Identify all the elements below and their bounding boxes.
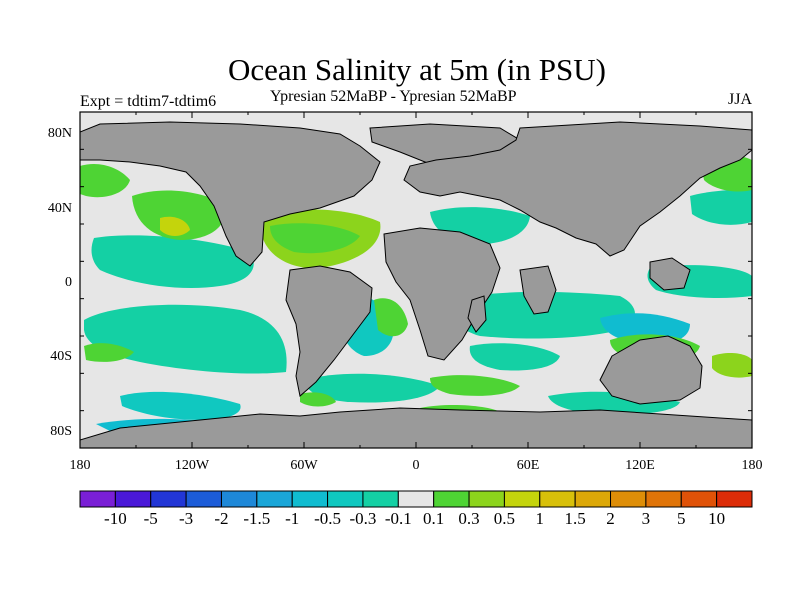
colorbar-swatch	[256, 490, 293, 508]
map-title: Ocean Salinity at 5m (in PSU)	[228, 52, 606, 87]
anomaly-patch	[469, 343, 560, 371]
colorbar-swatch	[397, 490, 435, 508]
madagascar	[467, 295, 487, 333]
colorbar-label: -2	[214, 509, 228, 528]
anomaly-patch	[374, 298, 408, 337]
period-label: Ypresian 52MaBP - Ypresian 52MaBP	[270, 88, 517, 105]
lat-tick-label: 40N	[48, 201, 72, 216]
colorbar-label: 3	[642, 509, 651, 528]
axis-ticks	[79, 111, 753, 449]
lon-tick-label: 60E	[517, 458, 540, 473]
lon-tick-label: 60W	[290, 458, 318, 473]
lat-tick-label: 80S	[50, 424, 72, 439]
colorbar-label: -0.3	[349, 509, 376, 528]
anomaly-patch	[430, 375, 520, 396]
lat-tick-label: 80N	[48, 126, 72, 141]
anomaly-patch	[84, 343, 134, 362]
colorbar-label: 5	[677, 509, 686, 528]
anomaly-patch	[80, 163, 130, 198]
colorbar-swatch	[716, 490, 753, 508]
anomaly-patch	[304, 373, 440, 403]
anomaly-patch	[132, 190, 226, 240]
colorbar-swatch	[150, 490, 187, 508]
colorbar-label: -0.1	[385, 509, 412, 528]
africa	[383, 227, 501, 361]
colorbar-swatch	[645, 490, 682, 508]
lon-tick-label: 120E	[625, 458, 655, 473]
colorbar-label: -1.5	[243, 509, 270, 528]
anomaly-patch	[120, 391, 241, 420]
lon-tick-label: 120W	[175, 458, 210, 473]
colorbar-label: -10	[104, 509, 127, 528]
colorbar-swatch	[220, 490, 258, 508]
australia	[599, 335, 703, 405]
colorbar-swatch	[327, 490, 364, 508]
south-america	[285, 265, 373, 397]
lat-tick-label: 0	[65, 275, 72, 290]
season-label: JJA	[727, 91, 752, 108]
colorbar-swatch	[362, 490, 399, 508]
colorbar-swatch	[610, 490, 647, 508]
land-masses	[80, 121, 752, 448]
lat-tick-label: 40S	[50, 349, 72, 364]
colorbar-labels: -10 -5 -3 -2 -1.5 -1 -0.5 -0.3 -0.1 0.1 0.3 0.5 1 1.5…	[104, 509, 725, 528]
lon-tick-label: 180	[70, 458, 91, 473]
colorbar-label: 0.5	[494, 509, 515, 528]
colorbar-label: 10	[708, 509, 725, 528]
colorbar-label: -5	[144, 509, 158, 528]
colorbar-label: 0.3	[458, 509, 479, 528]
colorbar-swatch	[539, 490, 576, 508]
colorbar-swatch	[574, 490, 612, 508]
anomaly-patch	[160, 216, 190, 236]
anomaly-patch	[84, 304, 287, 374]
colorbar-label: -1	[285, 509, 299, 528]
india	[519, 265, 557, 315]
colorbar-swatch	[433, 490, 470, 508]
colorbar-swatch	[503, 490, 541, 508]
colorbar	[79, 490, 753, 508]
anomaly-patch	[91, 235, 254, 289]
experiment-label: Expt = tdtim7-tdtim6	[80, 93, 217, 110]
anomaly-field	[80, 121, 752, 448]
anomaly-patch	[449, 291, 635, 339]
colorbar-swatch	[114, 490, 152, 508]
anomaly-patch	[690, 189, 752, 225]
colorbar-swatch	[79, 490, 116, 508]
colorbar-label: -3	[179, 509, 193, 528]
colorbar-label: 0.1	[423, 509, 444, 528]
colorbar-label: 2	[606, 509, 615, 528]
colorbar-swatch	[680, 490, 718, 508]
colorbar-swatch	[468, 490, 505, 508]
maritime-continent	[649, 257, 691, 291]
antarctica	[80, 407, 752, 448]
colorbar-swatch	[291, 490, 329, 508]
colorbar-label: 1	[536, 509, 545, 528]
lon-tick-label: 180	[742, 458, 763, 473]
colorbar-label: -0.5	[314, 509, 341, 528]
colorbar-label: 1.5	[565, 509, 586, 528]
lon-tick-label: 0	[413, 458, 420, 473]
north-america	[80, 121, 381, 267]
anomaly-patch	[712, 353, 752, 378]
eurasia	[403, 121, 752, 257]
colorbar-swatch	[185, 490, 222, 508]
anomaly-patch	[300, 392, 336, 407]
anomaly-patch	[270, 223, 360, 254]
